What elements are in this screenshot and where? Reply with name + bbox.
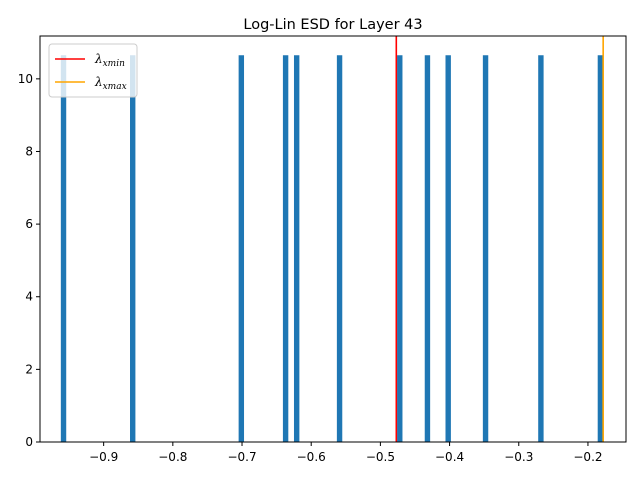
y-tick-label: 10 (18, 72, 33, 86)
bar-10 (538, 55, 544, 443)
bar-6 (397, 55, 403, 443)
x-tick-label: −0.3 (504, 450, 533, 464)
plot-area (60, 36, 604, 443)
y-tick-label: 8 (25, 144, 33, 158)
bar-0 (60, 55, 67, 443)
bar-8 (445, 55, 451, 443)
bar-4 (293, 55, 300, 443)
legend-box (48, 43, 138, 98)
x-tick-label: −0.5 (366, 450, 395, 464)
legend-label-xmin: λxmin (94, 52, 125, 69)
plot-frame (39, 35, 627, 443)
bar-1 (130, 55, 136, 443)
x-tick-label: −0.8 (158, 450, 187, 464)
x-tick-label: −0.7 (227, 450, 256, 464)
x-tick-label: −0.6 (297, 450, 326, 464)
x-tick-label: −0.2 (573, 450, 602, 464)
bar-5 (336, 55, 343, 443)
legend: λxmin λxmax (48, 43, 138, 98)
chart-title: Log-Lin ESD for Layer 43 (243, 17, 422, 33)
y-axis: 0 2 4 6 8 10 (18, 72, 40, 449)
bar-9 (482, 55, 489, 443)
x-tick-label: −0.4 (435, 450, 464, 464)
x-tick-label: −0.9 (89, 450, 118, 464)
bar-3 (282, 55, 289, 443)
y-tick-label: 2 (25, 362, 33, 376)
y-tick-label: 0 (25, 435, 33, 449)
bar-7 (424, 55, 431, 443)
x-axis: −0.9 −0.8 −0.7 −0.6 −0.5 −0.4 −0.3 −0.2 (89, 442, 603, 464)
bar-2 (238, 55, 245, 443)
y-tick-label: 6 (25, 217, 33, 231)
y-tick-label: 4 (25, 290, 33, 304)
legend-label-xmax: λxmax (94, 75, 127, 92)
bar-11 (597, 55, 604, 443)
